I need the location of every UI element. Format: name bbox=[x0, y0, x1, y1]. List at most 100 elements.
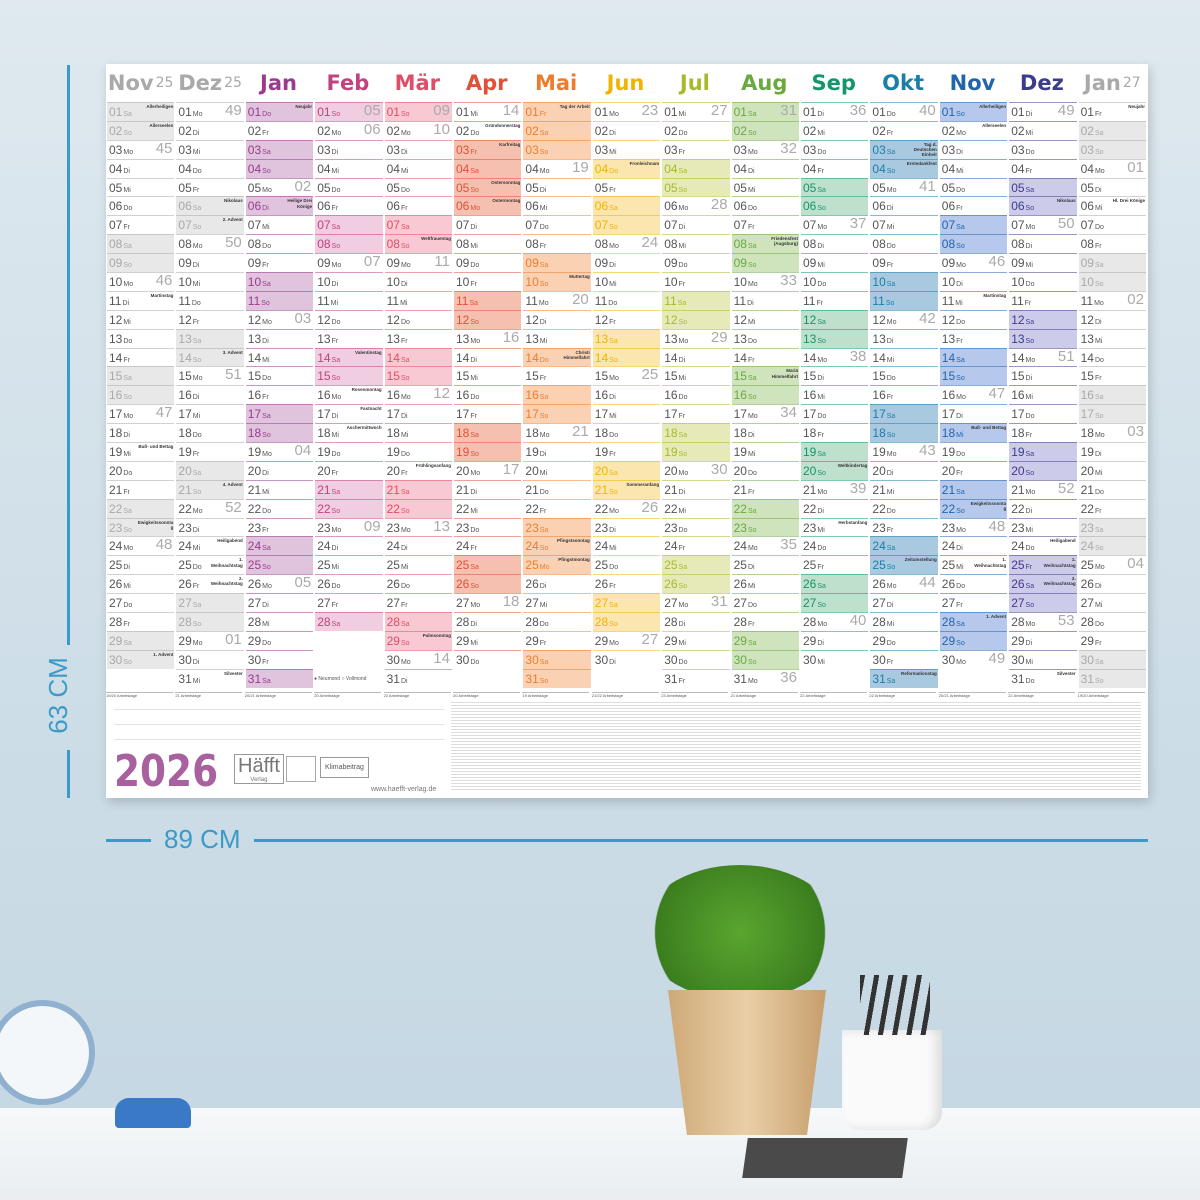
day-cell[interactable]: 04Fr bbox=[1009, 158, 1077, 178]
day-cell[interactable]: 26Mo 05 bbox=[245, 574, 314, 593]
day-cell[interactable]: 09Mo 07 bbox=[315, 253, 383, 272]
day-cell[interactable]: 31Mi Silvester bbox=[176, 668, 244, 688]
day-cell[interactable]: 03Sa Tag d. Deutschen Einheit bbox=[870, 139, 938, 159]
day-cell[interactable]: 05Do bbox=[384, 177, 452, 197]
day-cell[interactable]: 18So bbox=[245, 423, 314, 443]
day-cell[interactable]: 25Di bbox=[107, 555, 175, 574]
day-cell[interactable]: 25Fr bbox=[801, 555, 869, 574]
day-cell[interactable]: 14Di bbox=[662, 347, 730, 367]
day-cell[interactable]: 10Sa bbox=[870, 272, 938, 291]
day-cell[interactable]: 05Mo 02 bbox=[245, 177, 314, 197]
day-cell[interactable]: 26Fr 2. Weihnachtstag bbox=[176, 574, 244, 593]
day-cell[interactable]: 07Fr bbox=[731, 215, 799, 234]
day-cell[interactable]: 16Di bbox=[592, 385, 661, 404]
day-cell[interactable]: 03Mi bbox=[592, 139, 661, 159]
day-cell[interactable]: 13Sa bbox=[592, 328, 661, 348]
day-cell[interactable]: 11Sa bbox=[454, 290, 522, 310]
day-cell[interactable]: 22So bbox=[384, 498, 452, 518]
day-cell[interactable]: 24Fr bbox=[662, 536, 730, 555]
day-cell[interactable]: 06So Nikolaus bbox=[1009, 196, 1077, 216]
day-cell[interactable]: 08Di bbox=[801, 234, 869, 253]
day-cell[interactable]: 24Sa bbox=[245, 536, 314, 556]
day-cell[interactable]: 23Di bbox=[176, 517, 244, 537]
day-cell[interactable]: 16Do bbox=[454, 385, 522, 404]
day-cell[interactable]: 19Mo 04 bbox=[245, 442, 314, 461]
day-cell[interactable]: 22Mi bbox=[454, 498, 522, 518]
day-cell[interactable]: 31Di bbox=[384, 668, 452, 688]
day-cell[interactable]: 15So bbox=[315, 366, 383, 386]
day-cell[interactable]: 29Mo 27 bbox=[592, 630, 661, 650]
day-cell[interactable]: 06Sa bbox=[592, 196, 661, 216]
day-cell[interactable]: 03Mi bbox=[176, 139, 244, 159]
day-cell[interactable]: 30Di bbox=[176, 649, 244, 669]
day-cell[interactable]: 28Do bbox=[1078, 612, 1146, 631]
day-cell[interactable]: 20So Weltkindertag bbox=[801, 460, 869, 480]
day-cell[interactable]: 18Do bbox=[176, 423, 244, 442]
day-cell[interactable]: 14Mo 51 bbox=[1009, 347, 1077, 367]
day-cell[interactable]: 17Do bbox=[1009, 404, 1077, 423]
day-cell[interactable]: 17Mo 34 bbox=[731, 404, 799, 423]
day-cell[interactable]: 25Mi bbox=[315, 555, 383, 574]
day-cell[interactable]: 14Mi bbox=[245, 347, 314, 367]
day-cell[interactable]: 19Di bbox=[523, 442, 591, 461]
day-cell[interactable]: 10Mi bbox=[592, 272, 661, 291]
day-cell[interactable]: 23Mi Herbstanfang bbox=[801, 517, 869, 537]
day-cell[interactable]: 09Fr bbox=[245, 253, 314, 272]
day-cell[interactable]: 26So bbox=[662, 574, 730, 594]
day-cell[interactable]: 06Di Heilige Drei Könige bbox=[245, 196, 314, 216]
day-cell[interactable]: 12Di bbox=[523, 309, 591, 329]
day-cell[interactable]: 13Di bbox=[245, 328, 314, 348]
day-cell[interactable]: 12Fr bbox=[176, 309, 244, 329]
day-cell[interactable]: 09Di bbox=[592, 253, 661, 272]
day-cell[interactable]: 12Mo 03 bbox=[245, 309, 314, 329]
day-cell[interactable]: 21Sa bbox=[939, 479, 1008, 499]
day-cell[interactable]: 01Sa Allerheiligen bbox=[107, 102, 175, 121]
day-cell[interactable]: 06Di bbox=[870, 196, 938, 215]
day-cell[interactable]: 20Di bbox=[245, 460, 314, 480]
day-cell[interactable]: 15Mo 25 bbox=[592, 366, 661, 385]
day-cell[interactable]: 11So bbox=[245, 290, 314, 310]
day-cell[interactable]: 03Do bbox=[1009, 139, 1077, 159]
day-cell[interactable]: 27Di bbox=[245, 593, 314, 612]
day-cell[interactable]: 20Do bbox=[731, 460, 799, 480]
day-cell[interactable]: 09Mo 46 bbox=[939, 253, 1008, 272]
day-cell[interactable]: 28Mo 53 bbox=[1009, 612, 1077, 631]
day-cell[interactable]: 12Sa bbox=[1009, 309, 1077, 329]
day-cell[interactable]: 14Mi bbox=[870, 347, 938, 367]
day-cell[interactable]: 16Sa bbox=[523, 385, 591, 405]
day-cell[interactable]: 14Do Christi Himmelfahrt bbox=[523, 347, 591, 367]
day-cell[interactable]: 05Sa bbox=[1009, 177, 1077, 197]
day-cell[interactable]: 23Mo 13 bbox=[384, 517, 452, 537]
day-cell[interactable]: 04Do bbox=[176, 158, 244, 178]
day-cell[interactable]: 28Mi bbox=[245, 612, 314, 631]
day-cell[interactable]: 12Mi bbox=[107, 309, 175, 329]
day-cell[interactable]: 10Mo 33 bbox=[731, 272, 799, 291]
day-cell[interactable]: 31Mo 36 bbox=[731, 668, 799, 688]
day-cell[interactable]: 14Sa Valentinstag bbox=[315, 347, 383, 367]
day-cell[interactable]: 06Fr bbox=[315, 196, 383, 215]
day-cell[interactable]: 02Di bbox=[592, 120, 661, 140]
day-cell[interactable]: 09So bbox=[731, 253, 799, 273]
day-cell[interactable]: 22So bbox=[315, 498, 383, 518]
day-cell[interactable]: 14Mo 38 bbox=[801, 347, 869, 367]
day-cell[interactable]: 19Fr bbox=[176, 442, 244, 461]
day-cell[interactable]: 23Mo 09 bbox=[315, 517, 383, 537]
day-cell[interactable]: 23Mo 48 bbox=[939, 517, 1008, 537]
day-cell[interactable]: 23Di bbox=[592, 517, 661, 537]
day-cell[interactable]: 20Sa bbox=[176, 460, 244, 480]
day-cell[interactable]: 14So bbox=[592, 347, 661, 367]
day-cell[interactable]: 30Fr bbox=[870, 649, 938, 669]
day-cell[interactable]: 21Di bbox=[662, 479, 730, 499]
day-cell[interactable]: 16Fr bbox=[870, 385, 938, 404]
day-cell[interactable]: 26Do bbox=[384, 574, 452, 593]
day-cell[interactable]: 03Mo 32 bbox=[731, 139, 799, 159]
day-cell[interactable]: 15Mi bbox=[454, 366, 522, 385]
day-cell[interactable]: 13So bbox=[801, 328, 869, 348]
day-cell[interactable]: 05Fr bbox=[592, 177, 661, 197]
day-cell[interactable]: 08Fr bbox=[1078, 234, 1146, 253]
day-cell[interactable]: 07Fr bbox=[107, 215, 175, 234]
day-cell[interactable]: 04Mi bbox=[384, 158, 452, 178]
day-cell[interactable]: 02Mo 06 bbox=[315, 120, 383, 140]
day-cell[interactable]: 01So 09 bbox=[384, 102, 452, 121]
day-cell[interactable]: 31So bbox=[523, 668, 591, 688]
